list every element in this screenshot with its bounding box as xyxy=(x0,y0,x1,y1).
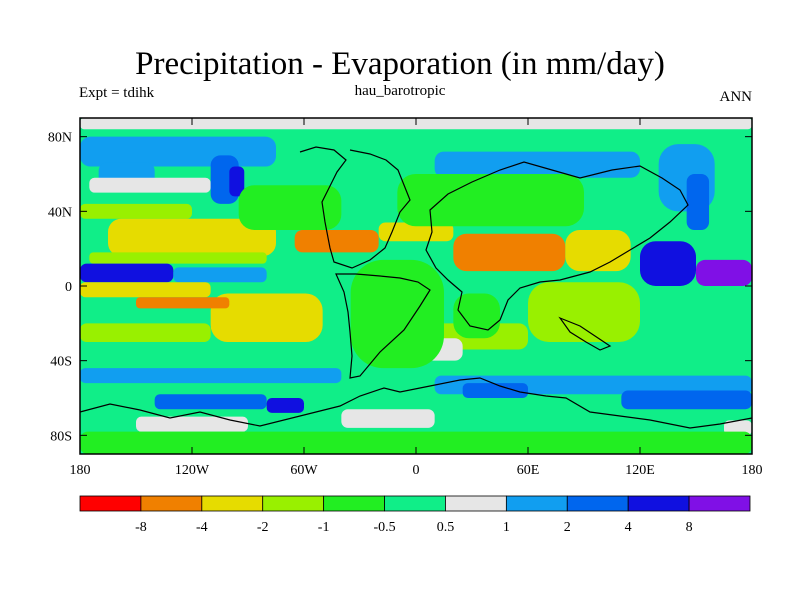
pe-region xyxy=(238,185,342,230)
colorbar-swatch xyxy=(201,495,264,512)
pe-region xyxy=(89,177,211,193)
pe-region xyxy=(80,136,276,167)
colorbar-swatch xyxy=(384,495,446,512)
pe-region xyxy=(266,398,304,413)
pe-region xyxy=(378,222,454,242)
pe-region xyxy=(136,416,248,432)
colorbar-label: 1 xyxy=(503,520,510,535)
y-tick-label: 80N xyxy=(48,131,72,146)
y-tick-label: 40S xyxy=(50,355,72,370)
colorbar-label: -2 xyxy=(257,520,269,535)
colorbar-swatch xyxy=(627,495,690,512)
pe-region xyxy=(80,263,174,283)
colorbar: -8 -4 -2 -1 -0.5 0.5 1 2 4 8 xyxy=(79,495,751,535)
pe-region xyxy=(696,259,752,286)
pe-region xyxy=(154,394,267,410)
pe-region xyxy=(80,431,752,454)
pe-region xyxy=(80,203,192,219)
pe-region xyxy=(89,252,267,264)
pe-region xyxy=(724,420,752,436)
chart-title: Precipitation - Evaporation (in mm/day) xyxy=(135,46,665,82)
y-tick-label: 0 xyxy=(65,280,72,295)
pe-region xyxy=(229,166,245,197)
pe-region xyxy=(173,267,267,283)
pe-region xyxy=(528,282,640,342)
experiment-label: Expt = tdihk xyxy=(79,85,155,101)
colorbar-swatch xyxy=(79,495,142,512)
colorbar-label: 0.5 xyxy=(437,520,455,535)
colorbar-label: -1 xyxy=(318,520,330,535)
x-tick-label: 60W xyxy=(290,463,318,478)
coastline-antarctica xyxy=(79,377,753,429)
y-tick-label: 80S xyxy=(50,429,72,444)
colorbar-swatch xyxy=(688,495,751,512)
coastline-north-america xyxy=(299,146,411,269)
x-tick-label: 60E xyxy=(517,463,540,478)
colorbar-swatch xyxy=(140,495,203,512)
pe-region xyxy=(453,233,566,272)
colorbar-swatch xyxy=(445,495,507,512)
season-label: ANN xyxy=(719,89,753,105)
colorbar-label: -4 xyxy=(196,520,208,535)
pe-region xyxy=(108,218,276,257)
colorbar-swatch xyxy=(566,495,629,512)
pe-region xyxy=(640,241,696,286)
pe-region xyxy=(80,282,211,298)
y-axis: 80N 40N 0 40S 80S xyxy=(48,131,752,444)
colorbar-swatch xyxy=(262,495,325,512)
pe-region xyxy=(350,259,444,369)
pe-region xyxy=(294,230,379,253)
x-tick-label: 120W xyxy=(175,463,210,478)
x-axis: 180 120W 60W 0 60E 120E 180 xyxy=(70,118,763,478)
pe-region xyxy=(462,383,528,398)
colorbar-swatch xyxy=(323,495,385,512)
coastline-south-america xyxy=(335,273,431,379)
colorbar-label: -8 xyxy=(135,520,147,535)
pe-region xyxy=(397,174,584,227)
colorbar-label: 2 xyxy=(564,520,571,535)
pe-region xyxy=(453,293,500,339)
pe-region xyxy=(434,151,640,178)
x-tick-label: 120E xyxy=(625,463,655,478)
pe-region xyxy=(565,230,631,272)
pe-region xyxy=(136,297,230,309)
colorbar-label: 4 xyxy=(625,520,632,535)
coastlines xyxy=(79,146,753,429)
pe-region xyxy=(80,323,211,342)
coastline-australia xyxy=(558,316,612,351)
colorbar-label: 8 xyxy=(686,520,693,535)
x-tick-label: 180 xyxy=(742,463,763,478)
pe-region xyxy=(341,409,435,428)
pe-field-layer xyxy=(80,118,752,454)
colorbar-swatch xyxy=(505,495,568,512)
pe-region xyxy=(686,174,710,230)
colorbar-label: -0.5 xyxy=(373,520,395,535)
pe-region xyxy=(210,293,323,342)
y-tick-label: 40N xyxy=(48,205,72,220)
run-label: hau_barotropic xyxy=(354,83,446,99)
x-tick-label: 0 xyxy=(413,463,420,478)
coastline-eurasia-africa xyxy=(425,161,689,331)
pe-region xyxy=(80,368,342,384)
pe-region xyxy=(621,390,752,410)
x-tick-label: 180 xyxy=(70,463,91,478)
